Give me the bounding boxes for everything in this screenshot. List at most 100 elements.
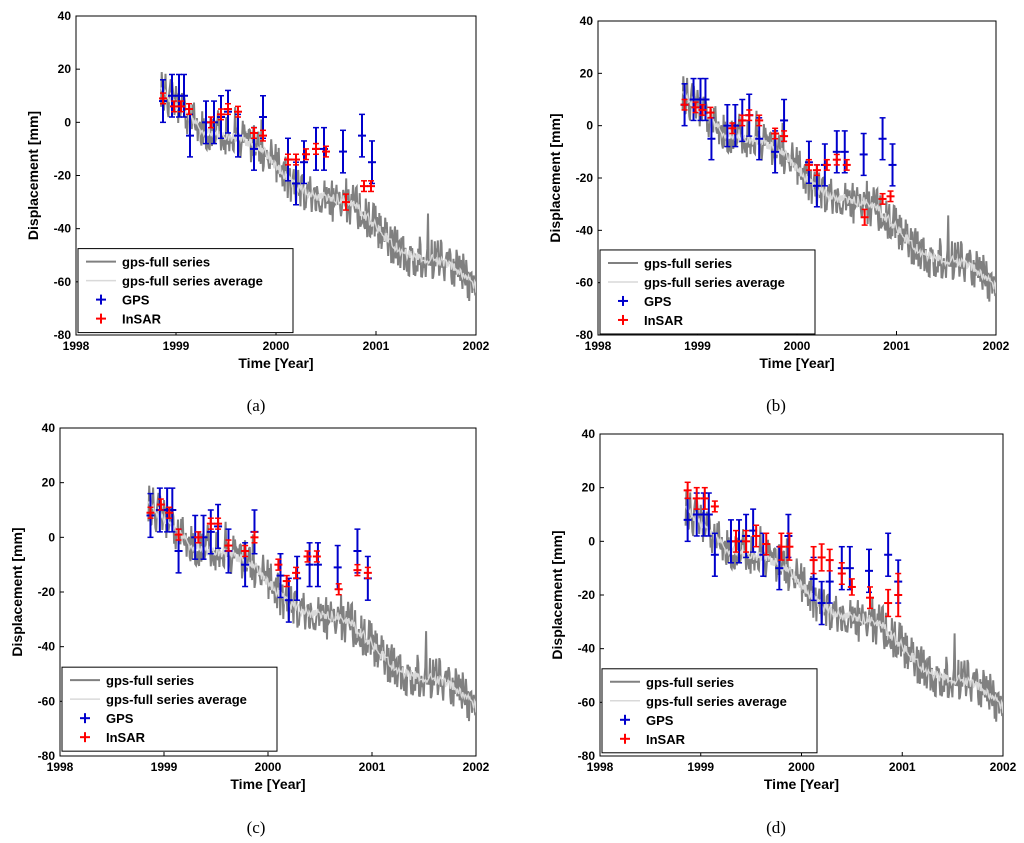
data-layer xyxy=(683,481,1003,722)
legend-item: InSAR xyxy=(96,312,162,327)
legend-label: gps-full series xyxy=(122,255,210,270)
insar-point xyxy=(302,148,310,161)
x-tick-label: 2000 xyxy=(784,339,811,353)
insar-point xyxy=(771,127,780,140)
y-tick-label: 40 xyxy=(58,9,72,23)
legend-item: GPS xyxy=(618,294,672,309)
gps-point xyxy=(888,143,897,187)
legend-label: InSAR xyxy=(122,312,162,327)
insar-point xyxy=(884,588,893,618)
legend-box xyxy=(77,248,294,334)
gps-point xyxy=(710,532,719,577)
insar-point xyxy=(312,142,320,155)
insar-point xyxy=(259,129,267,142)
insar-point xyxy=(822,158,831,171)
insar-point xyxy=(738,114,747,127)
insar-point xyxy=(342,193,350,211)
insar-point xyxy=(752,524,761,548)
x-tick-label: 2002 xyxy=(463,339,490,353)
insar-point xyxy=(284,153,292,166)
insar-point xyxy=(700,486,709,510)
y-tick-label: 40 xyxy=(582,427,596,441)
legend: gps-full series gps-full series average GP… xyxy=(61,666,278,752)
x-tick-label: 2000 xyxy=(263,339,290,353)
panel-a: 1998 1999 2000 2001 2002 -80 -60 -40 -20 0 20 40 Tim… xyxy=(25,9,490,415)
insar-point xyxy=(894,572,903,618)
insar-point xyxy=(292,153,300,166)
y-tick-label: 20 xyxy=(58,62,72,76)
legend-label: GPS xyxy=(646,713,674,728)
insar-point xyxy=(812,164,821,177)
y-tick-label: -80 xyxy=(576,328,594,342)
legend-label: InSAR xyxy=(106,730,146,745)
x-tick-label: 1998 xyxy=(585,339,612,353)
legend-label: InSAR xyxy=(644,313,684,328)
gps-point xyxy=(704,492,713,537)
gps-point xyxy=(276,552,285,599)
y-axis-label: Displacement [mm] xyxy=(9,527,25,656)
gps-point xyxy=(723,103,732,148)
y-tick-label: -60 xyxy=(54,275,72,289)
x-tick-label: 1998 xyxy=(587,760,614,774)
y-tick-label: 0 xyxy=(586,119,593,133)
legend-item: gps-full series average xyxy=(70,692,247,707)
panel-caption: (c) xyxy=(247,818,266,837)
legend: gps-full series gps-full series average GP… xyxy=(601,668,818,754)
x-tick-label: 2001 xyxy=(889,760,916,774)
x-axis-label: Time [Year] xyxy=(230,776,305,792)
x-tick-label: 2001 xyxy=(883,339,910,353)
legend-item: gps-full series xyxy=(70,673,194,688)
legend-item: gps-full series average xyxy=(86,274,263,289)
insar-point xyxy=(367,180,375,193)
insar-point xyxy=(710,500,719,513)
gps-point xyxy=(884,532,893,577)
gps-point xyxy=(731,103,740,148)
insar-point xyxy=(691,101,700,114)
x-axis-label: Time [Year] xyxy=(764,776,839,792)
data-layer xyxy=(159,72,476,302)
insar-point xyxy=(825,548,834,572)
y-tick-label: 0 xyxy=(588,534,595,548)
insar-point xyxy=(194,531,203,544)
y-tick-label: -60 xyxy=(578,695,596,709)
gps-point xyxy=(168,73,176,118)
gps-point xyxy=(775,545,784,591)
y-tick-label: -60 xyxy=(38,694,56,708)
gps-point xyxy=(689,77,698,122)
legend-item: gps-full series average xyxy=(608,275,785,290)
y-axis-label: Displacement [mm] xyxy=(547,113,563,242)
gps-point xyxy=(339,129,347,174)
y-tick-label: -40 xyxy=(576,223,594,237)
y-axis-label: Displacement [mm] xyxy=(549,530,565,659)
x-tick-label: 1999 xyxy=(684,339,711,353)
legend-label: gps-full series average xyxy=(106,692,247,707)
legend-label: GPS xyxy=(106,711,134,726)
insar-point xyxy=(282,574,291,588)
insar-point xyxy=(706,106,715,119)
insar-point xyxy=(842,158,851,171)
insar-point xyxy=(777,532,786,561)
gps-point xyxy=(300,140,308,185)
insar-point xyxy=(177,100,185,113)
legend-item: InSAR xyxy=(618,313,684,328)
insar-point xyxy=(274,558,283,571)
insar-point xyxy=(728,122,737,135)
gps-point xyxy=(206,509,215,555)
insar-point xyxy=(159,92,167,105)
insar-point xyxy=(207,116,215,129)
y-tick-label: 0 xyxy=(48,530,55,544)
legend-label: gps-full series average xyxy=(646,694,787,709)
legend-item: gps-full series xyxy=(608,256,732,271)
insar-point xyxy=(804,158,813,171)
x-tick-label: 1999 xyxy=(151,760,178,774)
panel-caption: (b) xyxy=(766,396,786,415)
panel-c: 1998 1999 2000 2001 2002 -80 -60 -40 -20 0 20 40 Tim… xyxy=(9,421,490,837)
y-tick-label: -80 xyxy=(54,328,72,342)
data-layer xyxy=(680,76,996,302)
x-axis-label: Time [Year] xyxy=(238,355,313,371)
x-tick-label: 1999 xyxy=(163,339,190,353)
insar-point xyxy=(234,105,242,118)
insar-point xyxy=(817,543,826,572)
insar-point xyxy=(762,532,771,556)
legend-label: gps-full series xyxy=(106,673,194,688)
